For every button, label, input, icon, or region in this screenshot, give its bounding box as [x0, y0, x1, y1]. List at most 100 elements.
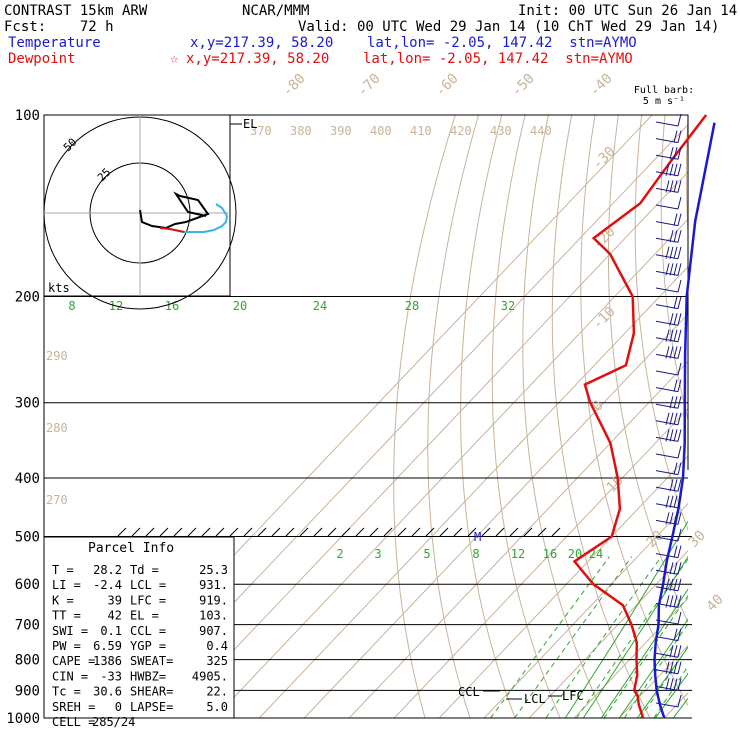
isotherm [438, 115, 688, 718]
wind-barb [655, 147, 682, 160]
hatch-mark [425, 527, 435, 537]
isotherm-label: 40 [704, 592, 727, 615]
wind-barb [655, 645, 682, 658]
parcel-param-value: 5.0 [206, 700, 228, 714]
parcel-param-value: 325 [206, 654, 228, 668]
hodograph-trace-upper [169, 203, 229, 233]
parcel-param-value: 931. [199, 578, 228, 592]
wind-barb [655, 445, 682, 459]
wind-barb [655, 628, 682, 642]
wind-barb [655, 661, 682, 675]
hatch-mark [509, 527, 519, 537]
isotherm [709, 115, 740, 718]
isotherm [168, 115, 688, 718]
wind-barb [655, 379, 682, 393]
isotherm-label: -60 [433, 71, 462, 100]
hatch-mark [537, 527, 547, 537]
parcel-param-value: 1386 [93, 654, 122, 668]
hatch-mark [355, 527, 365, 537]
parcel-param-value: 907. [199, 624, 228, 638]
pressure-label: 400 [15, 471, 40, 487]
hatch-mark [271, 527, 281, 537]
parcel-param-value: 25.3 [199, 563, 228, 577]
mixing-ratio-label: 5 [423, 547, 430, 561]
isotherm [213, 115, 688, 718]
isotherm-label: -70 [355, 71, 384, 100]
parcel-param-value: 42 [108, 609, 122, 623]
wind-barbs [655, 113, 682, 708]
parcel-param-value: 0.1 [100, 624, 122, 638]
parcel-param-name: YGP = [130, 639, 166, 653]
parcel-param-name: PW = [52, 639, 81, 653]
wind-barb [655, 462, 682, 476]
parcel-param-value: -2.4 [93, 578, 122, 592]
hatch-mark [313, 527, 323, 537]
wind-barb [655, 412, 682, 426]
moist-adiabat [600, 296, 688, 718]
hatch-mark [439, 527, 449, 537]
wind-barb [655, 611, 682, 625]
wind-barb [655, 694, 682, 708]
moist-adiabat [564, 296, 688, 718]
parcel-param-name: LI = [52, 578, 81, 592]
parcel-param-value: 4905. [192, 669, 228, 683]
parcel-param-value: 919. [199, 593, 228, 607]
parcel-param-value: 0 [115, 700, 122, 714]
temperature-legend: Temperature [8, 35, 101, 51]
parcel-info-panel [43, 536, 235, 719]
dry-adiabat [607, 115, 688, 718]
dewpoint-legend: Dewpoint [8, 51, 76, 67]
dry-adiabat [393, 115, 456, 718]
parcel-param-name: K = [52, 593, 74, 607]
hatch-mark [187, 527, 197, 537]
pressure-label: 500 [15, 529, 40, 545]
hatch-mark [131, 527, 141, 537]
lfc-label: LFC [562, 689, 584, 703]
parcel-param-name: SWI = [52, 624, 88, 638]
pressure-label: 100 [15, 108, 40, 124]
hatch-mark [201, 527, 211, 537]
mixing-ratio-label: 12 [511, 547, 525, 561]
model-title: CONTRAST 15km ARW [4, 3, 148, 19]
pressure-label: 300 [15, 396, 40, 412]
hatch-mark [341, 527, 351, 537]
wind-barb [655, 396, 682, 409]
isotherm [258, 115, 688, 718]
hatch-mark [299, 527, 309, 537]
theta-label: 380 [290, 124, 312, 138]
mixing-ratio-line [514, 556, 633, 718]
pressure-label: 600 [15, 577, 40, 593]
pressure-label: 200 [15, 290, 40, 306]
moist-adiabat [672, 296, 688, 718]
moist-adiabat-label: 28 [405, 299, 419, 313]
wind-barb [655, 130, 682, 144]
theta-label: 420 [450, 124, 472, 138]
moist-adiabat-label: 24 [313, 299, 327, 313]
dry-adiabat [460, 115, 516, 718]
dewpoint-location: x,y=217.39, 58.20 lat,lon= -2.05, 147.42… [186, 51, 633, 67]
parcel-param-name: HWBZ= [130, 669, 166, 683]
moist-adiabat [618, 296, 688, 718]
wind-barb [655, 263, 682, 276]
hatch-mark [453, 527, 463, 537]
parcel-param-name: CCL = [130, 624, 166, 638]
hatch-mark [173, 527, 183, 537]
wind-barb [655, 246, 682, 260]
temperature-profile [653, 122, 716, 719]
moist-adiabat [636, 296, 688, 718]
mixing-ratio-label: 16 [543, 547, 557, 561]
parcel-param-name: SREH = [52, 700, 95, 714]
wind-barb [655, 163, 682, 177]
mixing-ratio-line [603, 556, 688, 718]
pressure-label: 900 [15, 683, 40, 699]
parcel-param-name: LFC = [130, 593, 166, 607]
dry-adiabat [685, 115, 688, 718]
wind-barb [655, 296, 682, 310]
hatch-mark [117, 527, 127, 537]
moist-adiabat-label: 8 [68, 299, 75, 313]
parcel-param-name: Td = [130, 563, 159, 577]
mixing-ratio-label: 8 [472, 547, 479, 561]
hatch-mark [369, 527, 379, 537]
moist-adiabat-label: 20 [233, 299, 247, 313]
mixing-ratio-line [640, 556, 688, 718]
